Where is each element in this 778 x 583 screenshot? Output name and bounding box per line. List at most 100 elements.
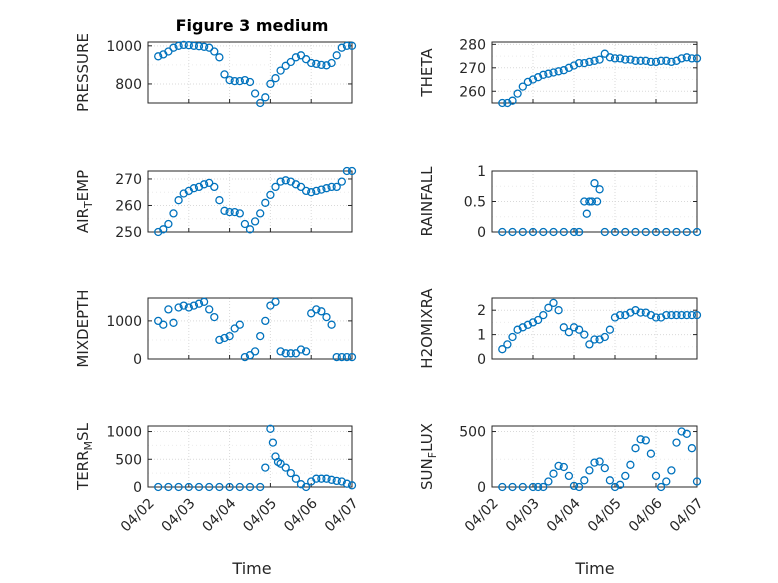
data-point-theta: [580, 58, 589, 68]
data-point-pressure: [210, 47, 219, 56]
data-point-rainfall: [585, 197, 594, 206]
data-point-pressure: [240, 75, 250, 85]
data-point-sun_flux: [682, 429, 691, 438]
data-point-sun_flux: [672, 438, 681, 447]
data-point-h2omixra: [692, 310, 702, 320]
data-point-theta: [662, 56, 671, 65]
data-point-h2omixra: [610, 313, 620, 322]
y-tick-label: 0: [477, 352, 486, 368]
data-point-air_temp: [347, 166, 357, 176]
y-tick-label: 800: [115, 77, 142, 93]
data-point-air_temp: [271, 182, 280, 192]
data-point-air_temp: [240, 219, 250, 229]
data-point-sun_flux: [595, 457, 604, 466]
data-point-air_temp: [199, 180, 209, 189]
data-point-rainfall: [592, 197, 602, 206]
data-point-theta: [595, 55, 604, 64]
data-point-pressure: [250, 89, 260, 98]
data-point-terr_msl: [342, 479, 352, 488]
data-point-theta: [569, 61, 579, 70]
data-point-terr_msl: [312, 474, 321, 483]
data-point-terr_msl: [215, 482, 224, 492]
data-point-theta: [672, 56, 681, 65]
y-axis-label-main: AIR: [74, 208, 92, 233]
data-point-h2omixra: [662, 310, 671, 320]
data-point-h2omixra: [574, 325, 584, 334]
y-tick-label: 0: [477, 480, 486, 496]
data-point-terr_msl: [281, 463, 290, 472]
data-point-h2omixra: [580, 330, 589, 339]
data-point-rainfall: [692, 227, 702, 237]
data-point-h2omixra: [544, 303, 553, 312]
data-point-h2omixra: [687, 310, 697, 320]
data-point-sun_flux: [600, 463, 609, 473]
data-point-pressure: [169, 43, 178, 52]
data-point-sun_flux: [590, 458, 599, 467]
data-point-pressure: [307, 58, 316, 68]
data-point-theta: [585, 57, 594, 67]
data-point-sun_flux: [651, 471, 661, 481]
y-tick-label: 270: [115, 172, 142, 188]
axes-box: [147, 41, 353, 104]
data-point-terr_msl: [268, 438, 278, 447]
data-point-mixdepth: [205, 305, 214, 314]
data-point-theta: [682, 53, 691, 62]
data-point-pressure: [322, 61, 331, 70]
data-point-h2omixra: [631, 306, 640, 315]
data-point-pressure: [225, 75, 234, 85]
data-point-mixdepth: [220, 333, 229, 343]
y-axis-label: TERRMSL: [74, 422, 95, 491]
data-point-rainfall: [610, 227, 620, 237]
data-point-air_temp: [164, 219, 173, 229]
data-point-pressure: [174, 41, 183, 50]
data-point-h2omixra: [590, 335, 599, 344]
y-axis-label: SUNFLUX: [418, 423, 439, 490]
data-point-theta: [559, 66, 568, 75]
data-point-sun_flux: [605, 476, 615, 485]
data-point-theta: [641, 56, 650, 65]
subplot-mixdepth: 0 1000 MIXDEPTH: [74, 289, 357, 368]
data-point-theta: [549, 68, 558, 77]
y-axis-label-suffix: EMP: [74, 170, 92, 201]
data-point-sun_flux: [569, 481, 579, 491]
data-point-mixdepth: [235, 320, 244, 329]
data-point-air_temp: [169, 209, 178, 218]
data-point-air_temp: [322, 184, 331, 193]
data-point-sun_flux: [621, 471, 630, 481]
axes-box: [491, 425, 698, 488]
data-point-theta: [513, 89, 522, 98]
data-point-h2omixra: [600, 332, 609, 342]
y-axis-label: AIRTEMP: [74, 170, 95, 233]
y-tick-label: 0.5: [464, 195, 486, 211]
data-point-mixdepth: [332, 352, 341, 362]
y-tick-label: 260: [115, 198, 142, 214]
y-axis-label: THETA: [418, 48, 436, 98]
data-point-rainfall: [595, 185, 604, 194]
data-point-air_temp: [220, 206, 229, 215]
x-axis-label-right: Time: [574, 559, 614, 578]
data-point-sun_flux: [559, 462, 568, 472]
data-point-terr_msl: [194, 482, 204, 492]
axes-box: [147, 170, 353, 233]
data-point-air_temp: [159, 225, 168, 234]
data-point-mixdepth: [301, 347, 311, 356]
data-point-pressure: [256, 98, 265, 108]
data-point-theta: [621, 55, 630, 64]
data-point-rainfall: [651, 227, 661, 237]
data-point-mixdepth: [271, 297, 280, 306]
data-point-h2omixra: [503, 340, 512, 349]
data-point-rainfall: [498, 227, 507, 237]
y-axis-label: RAINFALL: [418, 166, 436, 237]
axes-box: [491, 41, 698, 104]
data-point-air_temp: [276, 177, 285, 186]
data-point-terr_msl: [235, 482, 244, 492]
data-point-air_temp: [230, 207, 239, 217]
data-point-h2omixra: [667, 310, 676, 320]
data-point-pressure: [276, 66, 285, 75]
data-point-terr_msl: [332, 476, 341, 486]
data-point-theta: [651, 57, 661, 67]
data-point-pressure: [179, 40, 188, 50]
data-point-pressure: [291, 53, 301, 62]
data-point-theta: [539, 70, 548, 79]
y-axis-label-main: THETA: [418, 48, 436, 98]
